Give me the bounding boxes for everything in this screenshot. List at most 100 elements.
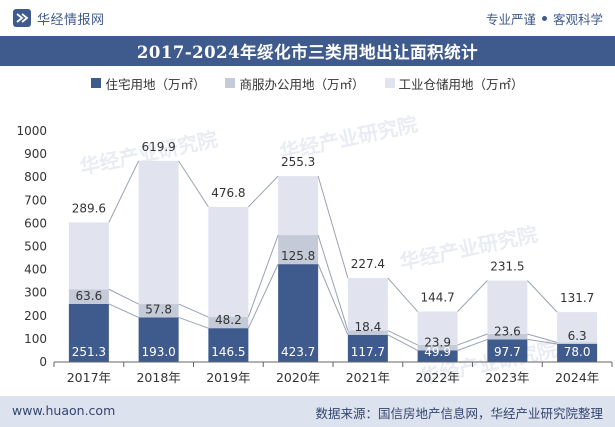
slogan-right: 客观科学 [552, 12, 603, 27]
series-connector-line [178, 160, 209, 208]
y-tick-label: 0 [39, 355, 47, 369]
y-tick-label: 1000 [16, 124, 47, 138]
bar-segment-commercial [68, 289, 109, 304]
chart-title: 2017-2024年绥化市三类用地出让面积统计 [136, 43, 479, 62]
x-tick-label: 2024年 [555, 370, 599, 385]
bar-segment-industrial [208, 206, 249, 318]
bar-segment-industrial [487, 280, 528, 334]
chart-legend: 住宅用地（万㎡） 商服办公用地（万㎡） 工业仓储用地（万㎡） [0, 72, 615, 94]
bar-segment-residential [68, 303, 109, 362]
bar-segment-residential [208, 328, 249, 362]
bar-segment-industrial [68, 222, 109, 290]
x-tick-label: 2018年 [136, 370, 180, 385]
bar-segment-commercial [138, 304, 179, 318]
y-tick-label: 500 [24, 240, 47, 254]
bar-segment-commercial [347, 330, 388, 335]
data-label-residential: 78.0 [564, 345, 591, 359]
series-connector-line [247, 263, 279, 329]
slogan-dot-icon [541, 16, 547, 21]
data-label-industrial: 227.4 [351, 257, 385, 271]
brand-name: 华经情报网 [37, 12, 105, 28]
bar-segment-residential [417, 350, 458, 362]
legend-swatch-residential [91, 78, 102, 88]
y-tick-label: 900 [24, 147, 47, 161]
x-tick-label: 2023年 [485, 370, 529, 385]
y-tick-label: 700 [24, 193, 47, 207]
legend-item-commercial: 商服办公用地（万㎡） [225, 74, 365, 93]
legend-label-residential: 住宅用地（万㎡） [105, 76, 206, 92]
series-connector-line [527, 333, 558, 344]
bar-segment-residential [557, 343, 598, 362]
bar-segment-residential [138, 317, 179, 362]
y-tick-label: 600 [24, 216, 47, 230]
data-label-residential: 49.9 [424, 345, 451, 359]
x-tick-label: 2020年 [276, 370, 320, 385]
bar-segment-industrial [557, 312, 598, 343]
brand-logo-icon [13, 9, 31, 27]
legend-label-commercial: 商服办公用地（万㎡） [239, 76, 365, 92]
series-connector-line [527, 338, 558, 345]
data-label-commercial: 48.2 [215, 313, 242, 327]
data-label-residential: 146.5 [211, 345, 245, 359]
data-label-residential: 251.3 [72, 345, 106, 359]
series-connector-line [317, 234, 349, 331]
series-connector-line [317, 175, 349, 279]
series-connector-line [457, 333, 488, 346]
x-tick-label: 2019年 [206, 370, 250, 385]
data-label-residential: 117.7 [351, 345, 385, 359]
data-label-industrial: 619.9 [141, 140, 175, 154]
series-connector-line [108, 160, 140, 223]
data-label-residential: 423.7 [281, 345, 315, 359]
y-tick-label: 300 [24, 286, 47, 300]
data-label-industrial: 289.6 [72, 201, 106, 215]
series-connector-line [178, 303, 209, 318]
data-label-industrial: 476.8 [211, 186, 245, 200]
footer-website: www.huaon.com [12, 403, 116, 418]
data-label-commercial: 6.3 [568, 329, 587, 343]
y-tick-label: 100 [24, 332, 47, 346]
bar-segment-industrial [138, 160, 179, 305]
series-connector-line [387, 277, 418, 312]
slogan-left: 专业严谨 [485, 12, 536, 27]
series-connector-line [248, 175, 279, 208]
x-tick-label: 2017年 [67, 370, 111, 385]
data-label-commercial: 23.9 [424, 335, 451, 349]
x-tick-label: 2022年 [415, 370, 459, 385]
series-connector-line [387, 330, 418, 346]
series-connector-line [178, 316, 209, 329]
bar-segment-residential [278, 264, 319, 362]
series-connector-line [527, 280, 558, 313]
y-tick-label: 200 [24, 309, 47, 323]
data-label-commercial: 57.8 [145, 302, 172, 316]
legend-label-industrial: 工业仓储用地（万㎡） [398, 76, 524, 92]
series-connector-line [457, 338, 488, 351]
series-connector-line [108, 303, 139, 318]
legend-swatch-industrial [384, 78, 395, 88]
series-connector-line [387, 334, 418, 351]
data-label-commercial: 18.4 [355, 320, 382, 334]
footer-source: 数据来源：国信房地产信息网，华经产业研究院整理 [315, 406, 603, 421]
data-label-residential: 193.0 [141, 345, 175, 359]
data-label-industrial: 255.3 [281, 155, 315, 169]
title-bar: 2017-2024年绥化市三类用地出让面积统计 [0, 36, 615, 66]
series-connector-line [457, 280, 488, 312]
stacked-bar-chart: 华经产业研究院 华经产业研究院华经产业研究院华经产业研究院010020030040… [16, 112, 613, 389]
data-label-commercial: 125.8 [281, 249, 315, 263]
slogan: 专业严谨 客观科学 [486, 9, 603, 28]
data-label-industrial: 231.5 [490, 260, 524, 274]
legend-swatch-commercial [225, 78, 236, 88]
data-label-commercial: 23.6 [494, 324, 521, 338]
y-tick-label: 400 [24, 263, 47, 277]
bar-segment-industrial [278, 176, 319, 236]
series-connector-line [247, 234, 279, 318]
series-connector-line [108, 288, 139, 305]
bar-segment-commercial [417, 344, 458, 351]
x-tick-label: 2021年 [346, 370, 390, 385]
data-label-commercial: 63.6 [76, 289, 103, 303]
top-bar: 华经情报网 专业严谨 客观科学 [0, 0, 615, 36]
bar-segment-residential [347, 334, 388, 362]
brand: 华经情报网 [12, 7, 105, 29]
bar-segment-industrial [417, 311, 458, 345]
bar-segment-commercial [278, 235, 319, 265]
